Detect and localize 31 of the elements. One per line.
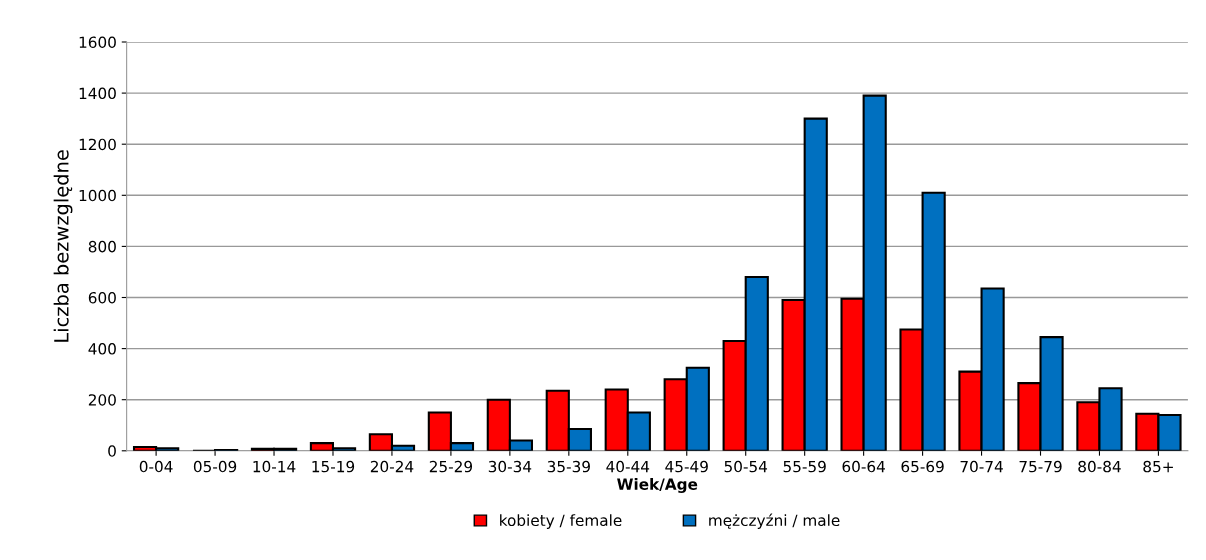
x-tick-label: 45-49 bbox=[665, 460, 708, 473]
x-tick-label: 20-24 bbox=[370, 460, 414, 473]
y-tick-label: 200 bbox=[88, 394, 116, 406]
y-tick-label: 1000 bbox=[79, 189, 116, 202]
x-tick-label: 50-54 bbox=[724, 460, 768, 473]
x-tick-label: 40-44 bbox=[606, 460, 650, 473]
x-tick-label: 85+ bbox=[1143, 460, 1173, 473]
x-tick-label: 55-59 bbox=[783, 460, 826, 473]
x-tick-label: 65-69 bbox=[901, 460, 944, 473]
x-tick-label: 35-39 bbox=[547, 460, 590, 473]
legend-label: kobiety / female bbox=[500, 514, 622, 529]
x-tick-label: 60-64 bbox=[842, 460, 885, 473]
y-tick-label: 800 bbox=[88, 240, 116, 253]
y-tick-label: 1600 bbox=[79, 36, 116, 49]
legend-label: mężczyźni / male bbox=[709, 513, 840, 529]
x-axis-title: Wiek/Age bbox=[617, 478, 698, 493]
x-tick-label: 25-29 bbox=[429, 460, 473, 473]
y-tick-label: 600 bbox=[88, 291, 116, 304]
y-axis-title: Liczba bezwzględne bbox=[53, 150, 73, 342]
x-tick-label: 15-19 bbox=[312, 460, 355, 473]
x-tick-label: 30-34 bbox=[488, 460, 532, 473]
y-tick-label: 400 bbox=[88, 343, 116, 355]
x-tick-label: 70-74 bbox=[960, 460, 1003, 473]
x-tick-label: 05-09 bbox=[193, 460, 237, 473]
x-tick-label: 0-04 bbox=[139, 460, 173, 473]
x-tick-label: 80-84 bbox=[1078, 460, 1121, 473]
x-tick-label: 10-14 bbox=[253, 460, 296, 473]
y-tick-label: 1200 bbox=[79, 138, 116, 151]
y-tick-label: 1400 bbox=[79, 87, 116, 100]
y-tick-label: 0 bbox=[108, 445, 116, 457]
x-tick-label: 75-79 bbox=[1019, 460, 1062, 473]
